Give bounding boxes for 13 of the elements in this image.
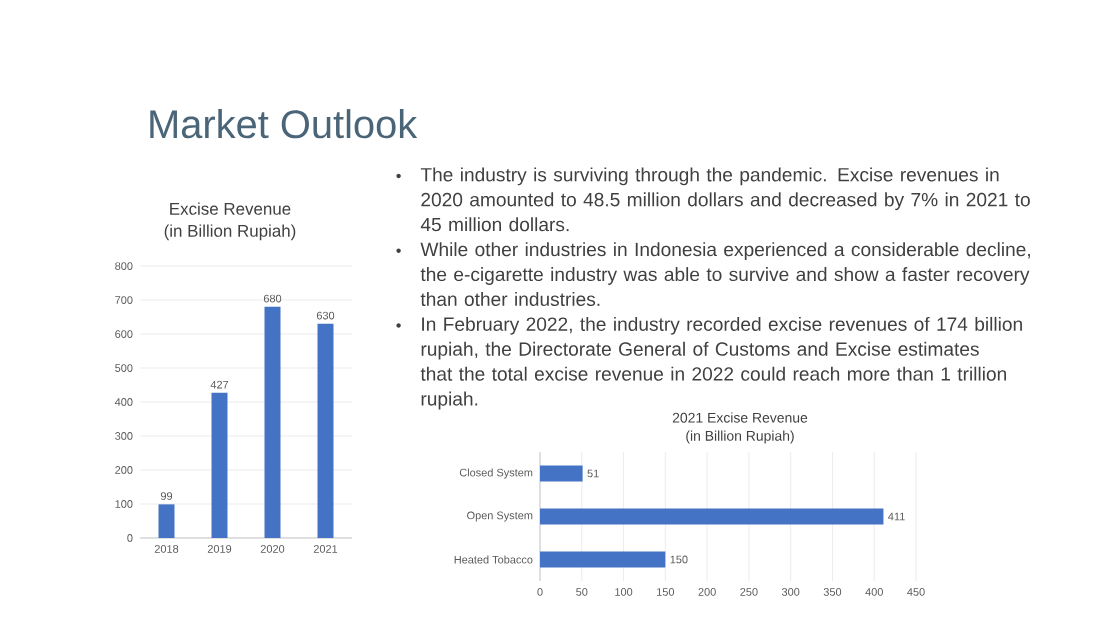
text: The industry is surviving through the pandemic. Excise revenues in 2020 amounted to 48.5 million dollars and decreased by 7% in 2021 to 45 million dollars.: [420, 167, 1030, 232]
chart-title: Excise Revenue: [170, 202, 291, 215]
text: While other industries in Indonesia experienced a considerable decline, the e-cigarette industry was able to survive and show a faster recovery than other industries.: [420, 242, 1030, 307]
bar: [264, 306, 281, 538]
text: Market Outlook: [150, 109, 418, 139]
bar: [158, 504, 175, 538]
bar: [540, 508, 884, 525]
bar: [317, 323, 334, 538]
bar: [211, 392, 228, 538]
text: In February 2022, the industry recorded excise revenues of 174 billion rupiah, the Directorate General of Customs and Excise estimates that the total excise revenue in 2022 could reach more than 1 trillion rupiah.: [420, 316, 1022, 410]
chart-subtitle: (in Billion Rupiah): [164, 224, 296, 241]
bar: [540, 465, 583, 482]
bar: [540, 551, 666, 568]
